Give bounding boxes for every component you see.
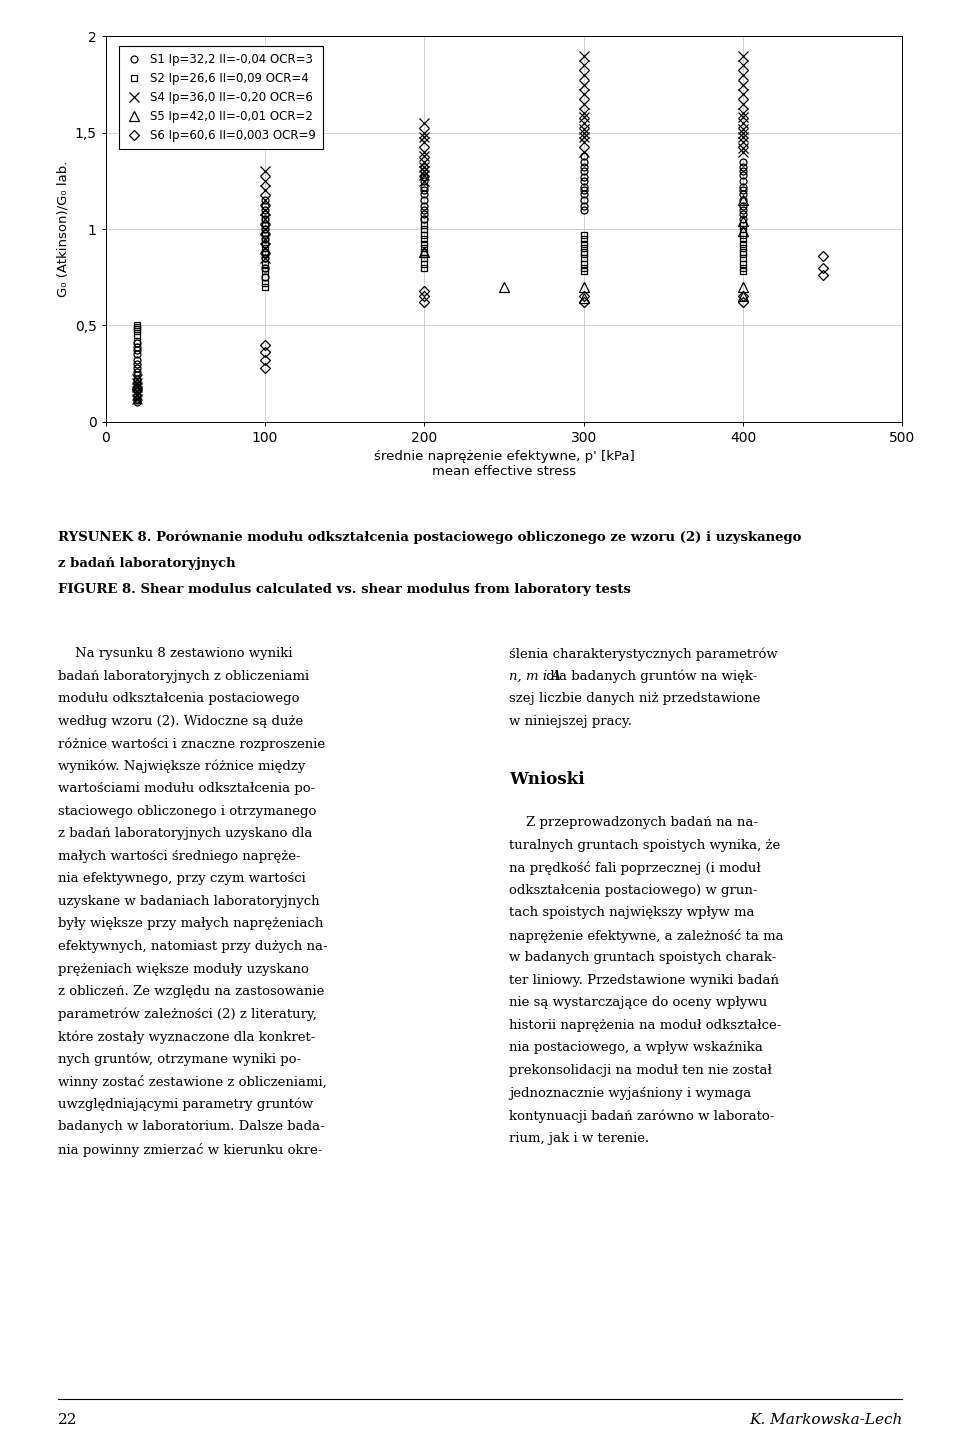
Text: FIGURE 8. Shear modulus calculated vs. shear modulus from laboratory tests: FIGURE 8. Shear modulus calculated vs. s… — [58, 583, 631, 596]
Text: uwzględniającymi parametry gruntów: uwzględniającymi parametry gruntów — [58, 1098, 313, 1111]
Text: odkształcenia postaciowego) w grun-: odkształcenia postaciowego) w grun- — [509, 884, 757, 897]
Text: prężeniach większe moduły uzyskano: prężeniach większe moduły uzyskano — [58, 963, 308, 976]
Text: turalnych gruntach spoistych wynika, że: turalnych gruntach spoistych wynika, że — [509, 839, 780, 852]
Text: z obliczeń. Ze względu na zastosowanie: z obliczeń. Ze względu na zastosowanie — [58, 986, 324, 997]
Text: nia powinny zmierzać w kierunku okre-: nia powinny zmierzać w kierunku okre- — [58, 1143, 322, 1157]
Text: parametrów zależności (2) z literatury,: parametrów zależności (2) z literatury, — [58, 1008, 317, 1021]
Text: Na rysunku 8 zestawiono wyniki: Na rysunku 8 zestawiono wyniki — [58, 647, 292, 660]
Text: winny zostać zestawione z obliczeniami,: winny zostać zestawione z obliczeniami, — [58, 1075, 326, 1089]
Text: wyników. Największe różnice między: wyników. Największe różnice między — [58, 759, 305, 774]
Text: nie są wystarczające do oceny wpływu: nie są wystarczające do oceny wpływu — [509, 996, 767, 1009]
Text: różnice wartości i znaczne rozproszenie: różnice wartości i znaczne rozproszenie — [58, 737, 324, 750]
Text: dla badanych gruntów na więk-: dla badanych gruntów na więk- — [542, 669, 757, 683]
Text: badań laboratoryjnych z obliczeniami: badań laboratoryjnych z obliczeniami — [58, 669, 309, 682]
Text: efektywnych, natomiast przy dużych na-: efektywnych, natomiast przy dużych na- — [58, 939, 327, 952]
Text: ter liniowy. Przedstawione wyniki badań: ter liniowy. Przedstawione wyniki badań — [509, 974, 779, 987]
Text: w niniejszej pracy.: w niniejszej pracy. — [509, 714, 632, 727]
Text: małych wartości średniego napręże-: małych wartości średniego napręże- — [58, 849, 300, 862]
Text: które zostały wyznaczone dla konkret-: które zostały wyznaczone dla konkret- — [58, 1029, 315, 1044]
Text: modułu odkształcenia postaciowego: modułu odkształcenia postaciowego — [58, 692, 300, 705]
Text: uzyskane w badaniach laboratoryjnych: uzyskane w badaniach laboratoryjnych — [58, 894, 320, 907]
Text: były większe przy małych naprężeniach: były większe przy małych naprężeniach — [58, 917, 323, 931]
Text: rium, jak i w terenie.: rium, jak i w terenie. — [509, 1131, 649, 1144]
Text: na prędkość fali poprzecznej (i moduł: na prędkość fali poprzecznej (i moduł — [509, 861, 760, 875]
Text: 22: 22 — [58, 1413, 77, 1428]
Text: tach spoistych największy wpływ ma: tach spoistych największy wpływ ma — [509, 906, 755, 919]
Text: szej liczbie danych niż przedstawione: szej liczbie danych niż przedstawione — [509, 692, 760, 705]
Text: historii naprężenia na moduł odkształce-: historii naprężenia na moduł odkształce- — [509, 1019, 781, 1032]
Text: RYSUNEK 8. Porównanie modułu odkształcenia postaciowego obliczonego ze wzoru (2): RYSUNEK 8. Porównanie modułu odkształcen… — [58, 531, 801, 544]
X-axis label: średnie naprężenie efektywne, p' [kPa]
mean effective stress: średnie naprężenie efektywne, p' [kPa] m… — [373, 451, 635, 478]
Text: n, m i A: n, m i A — [509, 669, 561, 682]
Text: Wnioski: Wnioski — [509, 771, 585, 788]
Text: naprężenie efektywne, a zależność ta ma: naprężenie efektywne, a zależność ta ma — [509, 929, 783, 942]
Text: prekonsolidacji na moduł ten nie został: prekonsolidacji na moduł ten nie został — [509, 1064, 772, 1077]
Text: z badań laboratoryjnych uzyskano dla: z badań laboratoryjnych uzyskano dla — [58, 827, 312, 840]
Text: nia postaciowego, a wpływ wskaźnika: nia postaciowego, a wpływ wskaźnika — [509, 1041, 762, 1054]
Text: K. Markowska-Lech: K. Markowska-Lech — [749, 1413, 902, 1428]
Text: według wzoru (2). Widoczne są duże: według wzoru (2). Widoczne są duże — [58, 714, 302, 727]
Legend: S1 Ip=32,2 II=-0,04 OCR=3, S2 Ip=26,6 II=0,09 OCR=4, S4 Ip=36,0 II=-0,20 OCR=6, : S1 Ip=32,2 II=-0,04 OCR=3, S2 Ip=26,6 II… — [119, 47, 324, 148]
Text: wartościami modułu odkształcenia po-: wartościami modułu odkształcenia po- — [58, 782, 315, 795]
Y-axis label: G₀ (Atkinson)/G₀ lab.: G₀ (Atkinson)/G₀ lab. — [56, 161, 69, 297]
Text: kontynuacji badań zarówno w laborato-: kontynuacji badań zarówno w laborato- — [509, 1109, 774, 1122]
Text: w badanych gruntach spoistych charak-: w badanych gruntach spoistych charak- — [509, 951, 777, 964]
Text: nych gruntów, otrzymane wyniki po-: nych gruntów, otrzymane wyniki po- — [58, 1053, 300, 1066]
Text: jednoznacznie wyjaśniony i wymaga: jednoznacznie wyjaśniony i wymaga — [509, 1086, 751, 1099]
Text: ślenia charakterystycznych parametrów: ślenia charakterystycznych parametrów — [509, 647, 778, 660]
Text: staciowego obliczonego i otrzymanego: staciowego obliczonego i otrzymanego — [58, 804, 316, 817]
Text: nia efektywnego, przy czym wartości: nia efektywnego, przy czym wartości — [58, 872, 305, 885]
Text: Z przeprowadzonych badań na na-: Z przeprowadzonych badań na na- — [509, 816, 757, 829]
Text: badanych w laboratorium. Dalsze bada-: badanych w laboratorium. Dalsze bada- — [58, 1120, 324, 1133]
Text: z badań laboratoryjnych: z badań laboratoryjnych — [58, 557, 235, 570]
